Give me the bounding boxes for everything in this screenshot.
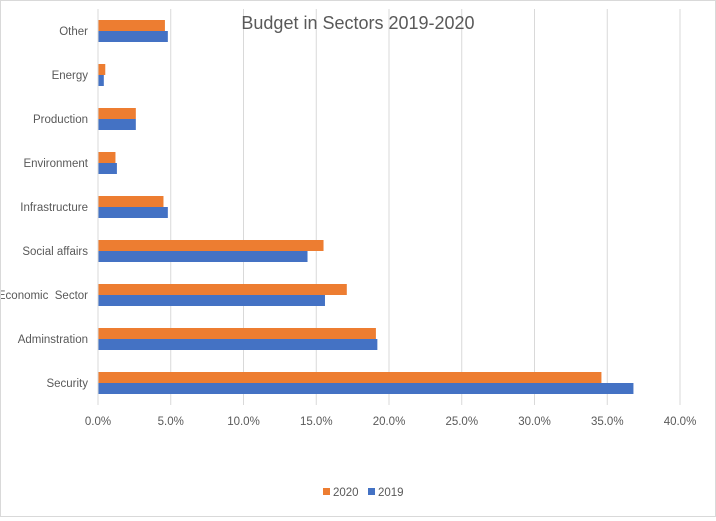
legend-label: 2020 xyxy=(333,487,359,499)
legend: 2020 2019 xyxy=(323,487,404,499)
bar-2020 xyxy=(98,284,347,295)
bar-2020 xyxy=(98,152,116,163)
bar-2020 xyxy=(98,64,106,75)
x-tick-label: 35.0% xyxy=(591,416,624,428)
x-tick-label: 10.0% xyxy=(227,416,260,428)
category-label: Production xyxy=(33,114,88,126)
category-label: Social affairs xyxy=(22,246,88,258)
bar-2020 xyxy=(98,108,136,119)
gridlines xyxy=(97,9,681,405)
x-tick-label: 15.0% xyxy=(300,416,333,428)
x-tick-label: 30.0% xyxy=(518,416,551,428)
bar-2019 xyxy=(98,163,117,174)
bar-2019 xyxy=(98,119,136,130)
bar-2019 xyxy=(98,207,168,218)
x-tick-label: 25.0% xyxy=(445,416,478,428)
x-tick-label: 20.0% xyxy=(373,416,406,428)
legend-swatch-2019 xyxy=(368,488,375,495)
category-label: Economic Sector xyxy=(1,290,88,302)
bars xyxy=(98,20,634,394)
legend-label: 2019 xyxy=(378,487,404,499)
bar-2020 xyxy=(98,196,164,207)
bar-2020 xyxy=(98,20,165,31)
bar-2019 xyxy=(98,383,634,394)
category-label: Adminstration xyxy=(18,334,88,346)
chart-title: Budget in Sectors 2019-2020 xyxy=(241,13,474,33)
x-tick-label: 5.0% xyxy=(158,416,184,428)
x-tick-label: 0.0% xyxy=(85,416,111,428)
bar-2020 xyxy=(98,240,324,251)
bar-2019 xyxy=(98,31,168,42)
bar-2020 xyxy=(98,328,376,339)
bar-2019 xyxy=(98,75,104,86)
bar-2019 xyxy=(98,251,308,262)
bar-2020 xyxy=(98,372,602,383)
category-label: Other xyxy=(59,26,88,38)
category-label: Environment xyxy=(23,158,88,170)
legend-swatch-2020 xyxy=(323,488,330,495)
category-label: Infrastructure xyxy=(20,202,88,214)
category-label: Energy xyxy=(52,70,89,82)
category-label: Security xyxy=(46,378,88,390)
axes: 0.0% 5.0% 10.0% 15.0% 20.0% 25.0% 30.0% 35.0% 40… xyxy=(0,9,697,428)
x-tick-label: 40.0% xyxy=(664,416,697,428)
bar-2019 xyxy=(98,295,325,306)
bar-2019 xyxy=(98,339,378,350)
